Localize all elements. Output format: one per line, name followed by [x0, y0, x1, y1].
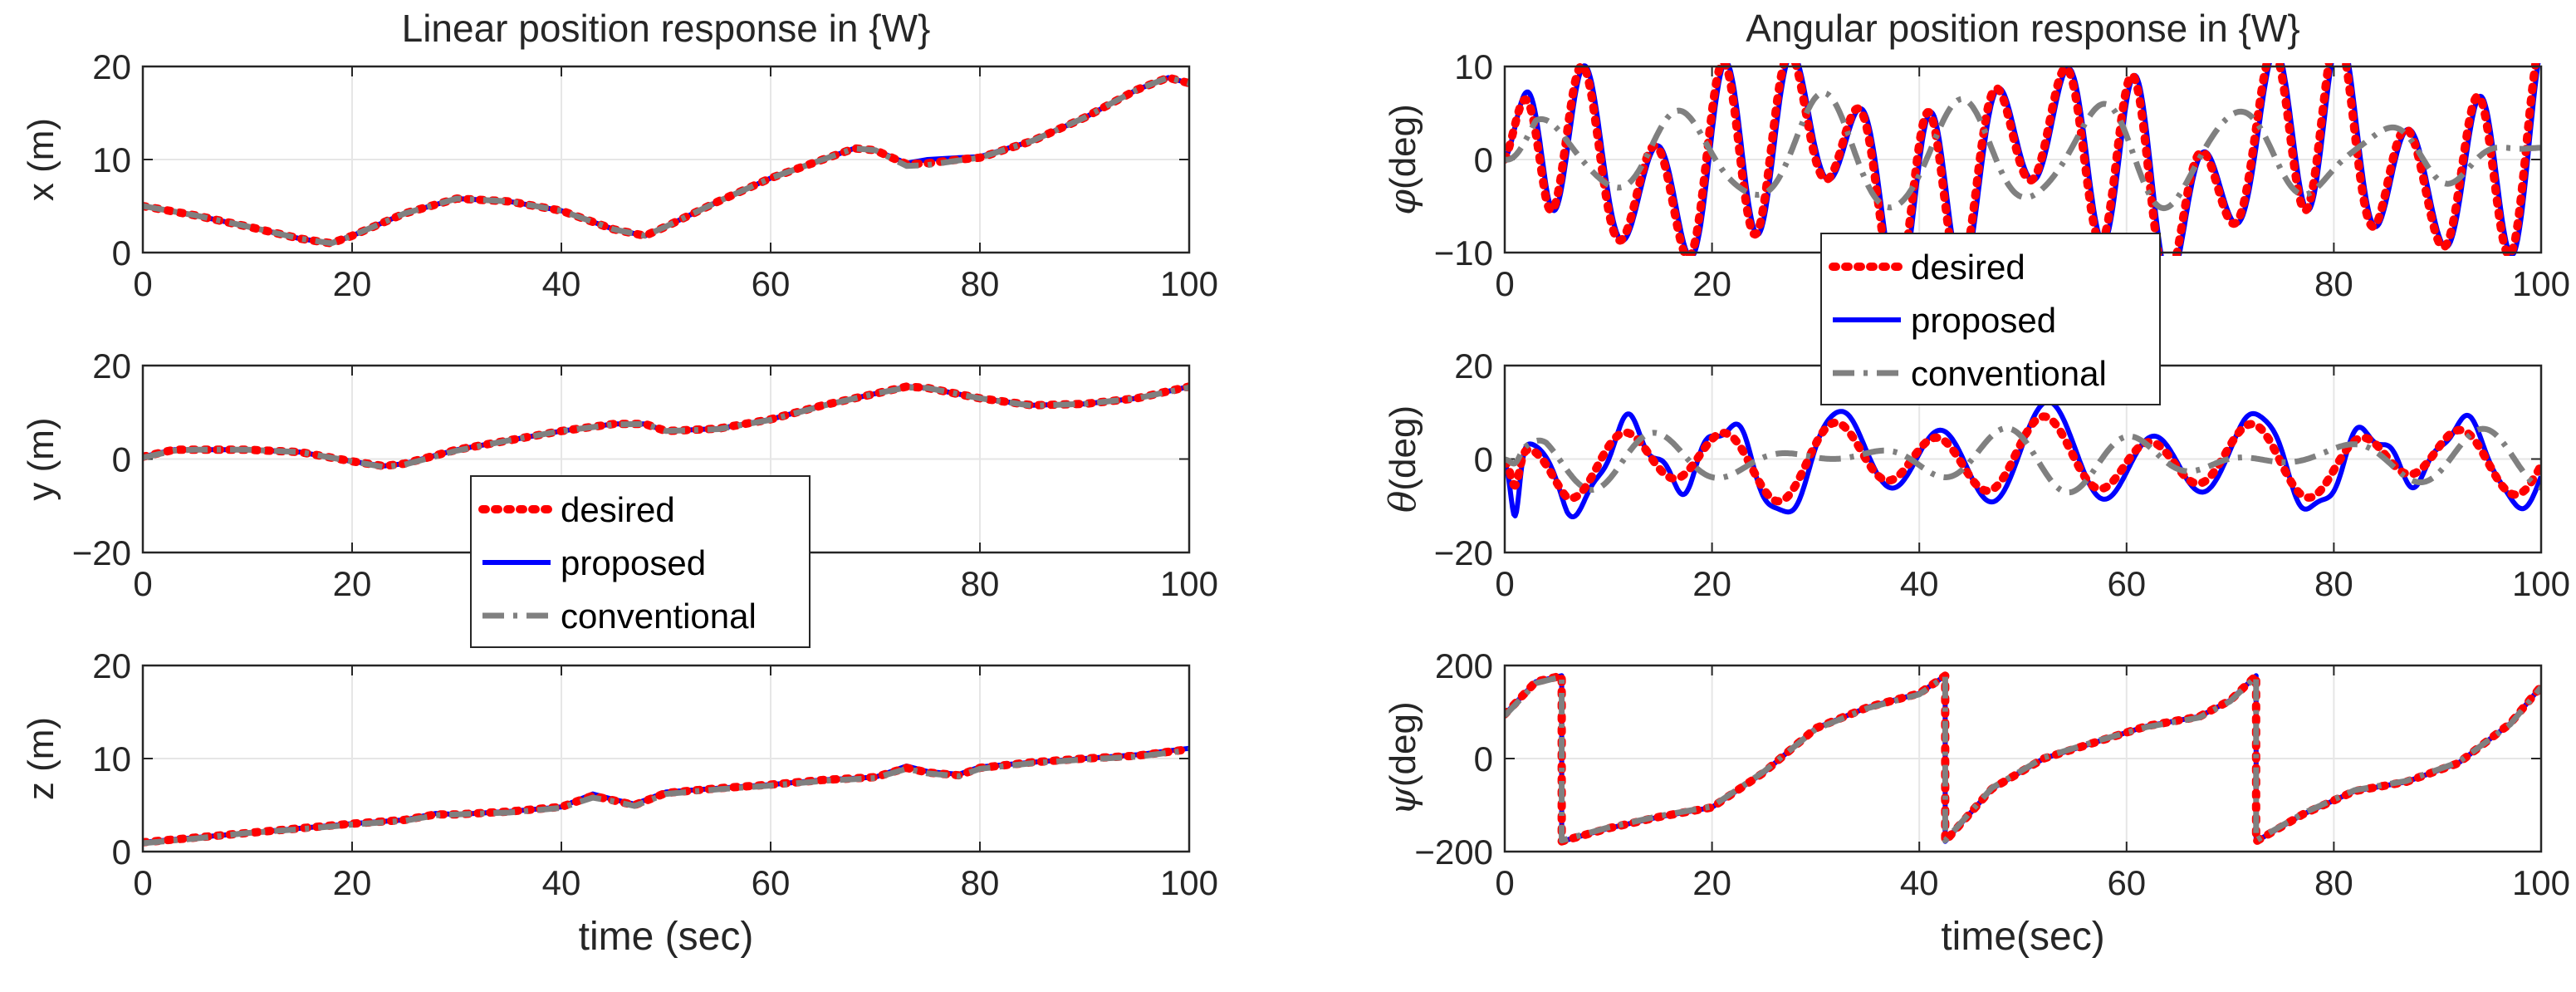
series-group [1505, 671, 2541, 846]
x-tick-label: 40 [1900, 863, 1939, 902]
x-tick-label: 20 [1692, 264, 1731, 303]
legend-label-conventional: conventional [1911, 354, 2107, 393]
x-axis-label: time (sec) [579, 915, 754, 959]
y-axis-unit: (deg) [1383, 104, 1423, 189]
x-tick-label: 60 [2107, 863, 2146, 902]
y-tick-label: 20 [92, 346, 131, 386]
x-plot: 0 20 40 60 80 100 0 10 20 Linear position respons… [21, 7, 1218, 303]
y-tick-label: 0 [112, 832, 131, 872]
y-tick-label: 10 [1454, 47, 1493, 86]
series-group [143, 744, 1189, 847]
y-tick-label: 200 [1435, 646, 1493, 685]
legend-label-proposed: proposed [1911, 301, 2056, 340]
series-group [143, 73, 1189, 248]
x-tick-label: 100 [2512, 264, 2570, 303]
y-axis-label: ψ(deg) [1382, 701, 1424, 815]
plot-title: Linear position response in {W} [402, 7, 931, 50]
y-tick-label: 10 [92, 140, 131, 179]
y-tick-label: 20 [1454, 346, 1493, 386]
legend-label-conventional: conventional [561, 597, 757, 636]
x-tick-label: 40 [1900, 564, 1939, 603]
y-axis-unit: (deg) [1383, 701, 1423, 787]
x-tick-label: 20 [1692, 564, 1731, 603]
x-tick-label: 0 [133, 564, 152, 603]
x-tick-label: 40 [542, 863, 581, 902]
x-tick-label: 80 [961, 564, 1000, 603]
legend: desired proposed conventional [470, 475, 811, 648]
x-tick-label: 0 [1495, 264, 1514, 303]
x-tick-label: 20 [333, 863, 372, 902]
y-tick-label: −200 [1414, 832, 1493, 872]
x-tick-label: 20 [333, 264, 372, 303]
x-tick-label: 60 [2107, 564, 2146, 603]
x-tick-label: 20 [333, 564, 372, 603]
y-tick-label: 0 [1474, 440, 1493, 479]
y-axis-label: θ(deg) [1382, 405, 1424, 513]
x-tick-label: 80 [2314, 564, 2353, 603]
y-axis-symbol: ψ [1382, 787, 1424, 816]
plot-title: Angular position response in {W} [1746, 7, 2299, 50]
y-axis-label: x (m) [21, 118, 61, 201]
x-tick-label: 80 [961, 863, 1000, 902]
y-tick-label: 20 [92, 646, 131, 685]
y-tick-label: 10 [92, 739, 131, 778]
x-tick-label: 80 [961, 264, 1000, 303]
y-tick-label: 0 [1474, 140, 1493, 179]
z-plot: 0 20 40 60 80 100 0 10 20 z (m) time (sec) [21, 646, 1218, 959]
x-tick-label: 100 [1160, 863, 1218, 902]
series-group [1505, 63, 2541, 256]
series-line-conventional [143, 747, 1189, 847]
x-tick-label: 100 [1160, 264, 1218, 303]
series-group [143, 382, 1189, 470]
y-axis-symbol: θ [1382, 491, 1424, 513]
legend: desired proposed conventional [1820, 233, 2161, 405]
x-tick-label: 80 [2314, 264, 2353, 303]
x-tick-label: 100 [2512, 863, 2570, 902]
x-tick-label: 80 [2314, 863, 2353, 902]
y-tick-label: 0 [112, 440, 131, 479]
y-axis-unit: (deg) [1383, 405, 1423, 491]
y-axis-label: z (m) [21, 717, 61, 800]
x-tick-label: 0 [133, 264, 152, 303]
x-tick-label: 0 [1495, 863, 1514, 902]
y-tick-label: −20 [1434, 533, 1493, 572]
y-tick-label: −20 [72, 533, 131, 572]
y-tick-label: 0 [112, 233, 131, 273]
series-line-conventional [143, 74, 1189, 247]
x-tick-label: 0 [1495, 564, 1514, 603]
x-axis-label: time(sec) [1941, 915, 2104, 959]
series-line-conventional [143, 384, 1189, 470]
series-group [1505, 399, 2541, 519]
y-axis-symbol: φ [1382, 189, 1424, 215]
y-axis-label: φ(deg) [1382, 104, 1424, 215]
y-tick-label: 0 [1474, 739, 1493, 778]
x-tick-label: 60 [752, 264, 791, 303]
x-tick-label: 40 [542, 264, 581, 303]
legend-label-desired: desired [1911, 248, 2025, 287]
legend-label-desired: desired [561, 490, 675, 529]
series-line-conventional [1505, 673, 2541, 844]
x-tick-label: 100 [2512, 564, 2570, 603]
y-axis-label: y (m) [21, 417, 61, 500]
x-tick-label: 100 [1160, 564, 1218, 603]
legend-label-proposed: proposed [561, 543, 706, 582]
x-tick-label: 60 [752, 863, 791, 902]
series-line-conventional [1505, 90, 2541, 212]
y-tick-label: 20 [92, 47, 131, 86]
axes-box [1503, 664, 2543, 853]
x-tick-label: 0 [133, 863, 152, 902]
axes-box [141, 65, 1191, 254]
series-line-desired [1505, 63, 2540, 256]
y-tick-label: −10 [1434, 233, 1493, 273]
legends-layer: desired proposed conventional desired propos… [470, 233, 2161, 648]
series-line-conventional [1505, 425, 2541, 496]
axes-box [141, 664, 1191, 853]
x-tick-label: 20 [1692, 863, 1731, 902]
